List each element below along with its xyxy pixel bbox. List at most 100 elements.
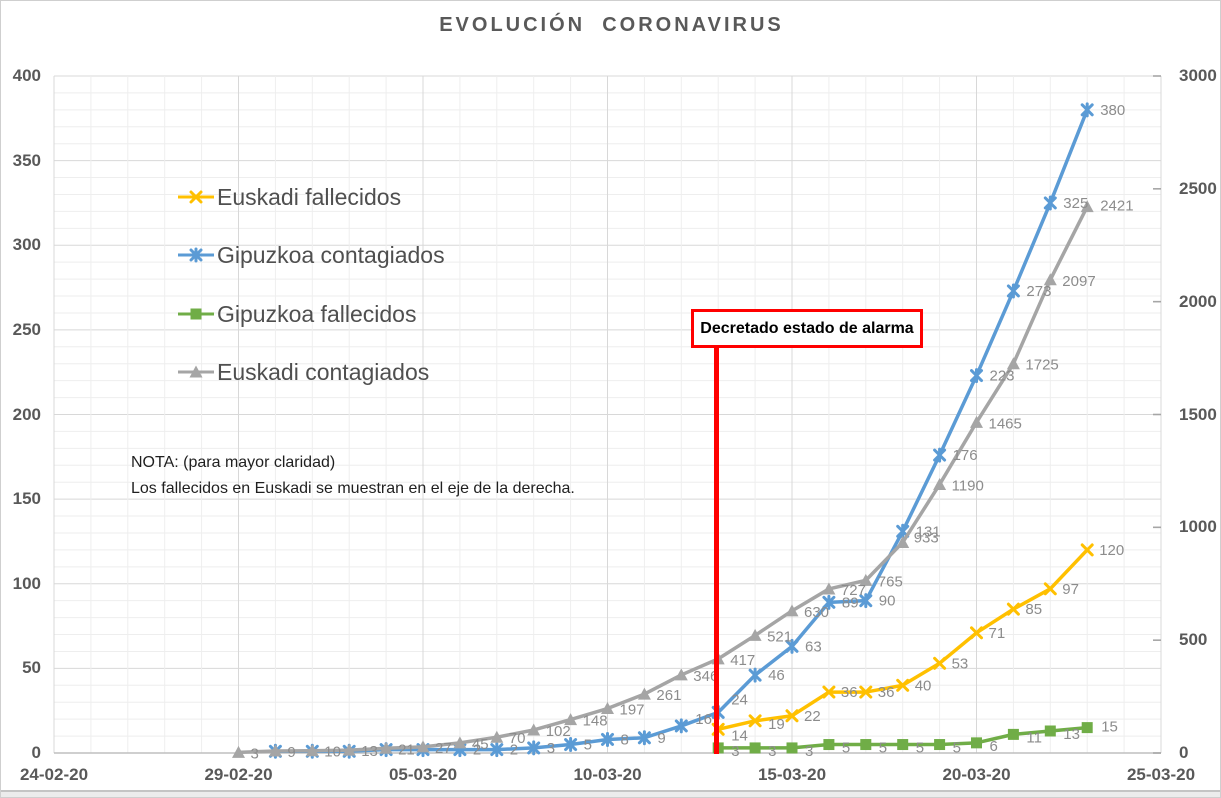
legend-label: Gipuzkoa fallecidos [217, 300, 417, 327]
chart-title: EVOLUCIÓN CORONAVIRUS [439, 14, 784, 36]
x-axis-tick-label: 20-03-20 [942, 765, 1011, 784]
data-label: 5 [879, 740, 887, 757]
legend-item-euskadi-fallecidos: Euskadi fallecidos [177, 182, 401, 212]
legend-item-gipuzkoa-contagiados: Gipuzkoa contagiados [177, 240, 445, 270]
left-axis-tick-label: 50 [22, 658, 41, 678]
data-label: 261 [656, 687, 681, 704]
data-label: 27 [435, 740, 452, 757]
note-text: NOTA: (para mayor claridad) Los fallecid… [131, 450, 575, 502]
data-label: 3 [768, 743, 776, 760]
data-label: 45 [472, 736, 489, 753]
series-gipuzkoa-contagiados [268, 102, 1094, 759]
data-label: 727 [841, 582, 866, 599]
data-label: 70 [509, 730, 526, 747]
x-axis-tick-label: 15-03-20 [757, 765, 827, 784]
left-axis-tick-label: 300 [12, 235, 41, 255]
data-label: 24 [731, 691, 748, 708]
legend-item-euskadi-contagiados: Euskadi contagiados [177, 357, 429, 387]
data-label: 5 [584, 737, 592, 754]
data-label: 5 [916, 740, 924, 757]
asterisk-legend-marker-icon [178, 247, 214, 263]
right-axis-ticks [1153, 75, 1161, 754]
data-label: 10 [324, 744, 341, 761]
data-label: 15 [1101, 719, 1118, 736]
alarm-annotation-line [714, 347, 719, 754]
data-label: 5 [953, 740, 961, 757]
x-axis-tick-label: 24-02-20 [19, 765, 89, 784]
data-label: 97 [1062, 581, 1079, 598]
data-label: 223 [990, 368, 1015, 385]
data-label: 89 [842, 594, 859, 611]
legend-label: Gipuzkoa contagiados [217, 241, 445, 268]
x-cross-legend-marker-icon [178, 190, 214, 204]
square-legend-marker-icon [178, 308, 214, 320]
data-label: 6 [990, 738, 998, 755]
data-label: 9 [657, 730, 665, 747]
legend-label: Euskadi contagiados [217, 358, 430, 385]
x-axis-tick-label: 05-03-20 [388, 765, 458, 784]
alarm-annotation-label: Decretado estado de alarma [700, 319, 914, 337]
left-axis-tick-label: 400 [12, 66, 41, 85]
data-label: 63 [805, 638, 822, 655]
legend-label: Euskadi fallecidos [217, 183, 402, 210]
data-label: 273 [1026, 283, 1051, 300]
left-axis-tick-label: 150 [12, 489, 41, 509]
x-axis-tick-label: 25-03-20 [1126, 765, 1196, 784]
series-gipuzkoa-fallecidos-labels: 3 3 3 5 5 5 5 6 11 13 15 [731, 719, 1118, 760]
data-label: 11 [1026, 729, 1042, 746]
data-label: 90 [879, 593, 896, 610]
data-label: 71 [989, 625, 1006, 642]
alarm-annotation-box: Decretado estado de alarma [691, 309, 923, 348]
data-label: 16 [695, 711, 712, 728]
data-label: 46 [768, 667, 785, 684]
left-axis-tick-label: 0 [31, 743, 41, 762]
note-line-2: Los fallecidos en Euskadi se muestran en… [131, 480, 575, 497]
series-euskadi-contagiados-labels: 3 9 10 13 21 27 45 70 10214819726134641752163072… [251, 198, 1134, 763]
x-axis-tick-label: 29-02-20 [204, 765, 273, 784]
right-axis-tick-label: 0 [1179, 743, 1189, 762]
data-label: 3 [251, 745, 259, 762]
data-label: 8 [621, 731, 629, 748]
data-label: 380 [1100, 102, 1125, 119]
gridlines [53, 75, 1162, 753]
data-label: 19 [768, 716, 785, 733]
data-label: 85 [1025, 601, 1042, 618]
data-label: 1190 [952, 477, 984, 494]
data-label: 521 [767, 628, 792, 645]
data-label: 2421 [1100, 198, 1133, 215]
data-label: 933 [914, 529, 939, 546]
triangle-legend-marker-icon [178, 365, 214, 378]
data-label: 131 [916, 523, 941, 540]
x-axis-tick-label: 10-03-20 [573, 765, 642, 784]
right-axis: 3000 2500 2000 1500 1000 500 0 [1179, 1, 1220, 797]
data-label: 22 [804, 708, 821, 725]
right-axis-tick-label: 1000 [1179, 517, 1217, 537]
data-label: 120 [1099, 542, 1124, 559]
data-label: 176 [953, 447, 978, 464]
data-label: 765 [878, 573, 903, 590]
data-label: 9 [287, 744, 295, 761]
data-label: 630 [804, 604, 829, 621]
series-euskadi-contagiados [232, 200, 1094, 758]
data-label: 53 [952, 655, 969, 672]
legend-item-gipuzkoa-fallecidos: Gipuzkoa fallecidos [177, 299, 416, 329]
left-axis-tick-label: 100 [12, 573, 41, 593]
data-label: 1465 [989, 415, 1022, 432]
bottom-edge-strip [1, 790, 1220, 797]
data-label: 36 [878, 684, 895, 701]
data-label: 346 [693, 668, 718, 685]
right-axis-tick-label: 500 [1179, 630, 1208, 650]
series-euskadi-fallecidos-labels: 14 19 22 36 36 40 53 71 85 97 120 [731, 542, 1124, 744]
left-axis-tick-label: 200 [12, 404, 41, 424]
data-label: 21 [398, 741, 415, 758]
data-label: 3 [547, 740, 555, 757]
data-label: 5 [842, 740, 850, 757]
data-label: 13 [1063, 726, 1080, 743]
data-label: 3 [731, 743, 739, 760]
data-label: 36 [841, 684, 858, 701]
data-label: 417 [730, 652, 755, 669]
data-label: 13 [361, 743, 378, 760]
left-axis-tick-label: 250 [12, 319, 41, 339]
